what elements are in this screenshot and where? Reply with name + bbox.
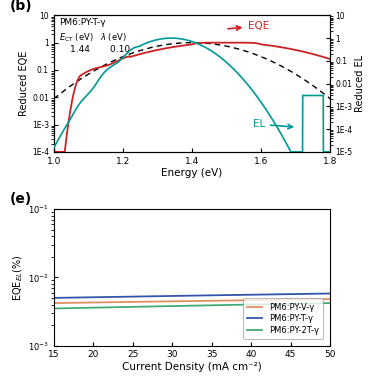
Line: PM6:PY-2T-γ: PM6:PY-2T-γ <box>54 303 330 308</box>
PM6:PY-T-γ <box>221 293 225 298</box>
Text: (e): (e) <box>10 192 32 207</box>
PM6:PY-T-γ <box>51 296 56 300</box>
PM6:PY-2T-γ <box>216 303 221 308</box>
PM6:PY-V-γ <box>215 298 220 303</box>
PM6:PY-T-γ <box>215 293 220 298</box>
Legend: PM6:PY-V-γ, PM6:PY-T-γ, PM6:PY-2T-γ: PM6:PY-V-γ, PM6:PY-T-γ, PM6:PY-2T-γ <box>243 298 323 339</box>
X-axis label: Current Density (mA cm⁻²): Current Density (mA cm⁻²) <box>122 362 262 372</box>
Y-axis label: Reduced EL: Reduced EL <box>355 55 365 112</box>
Text: (b): (b) <box>10 0 32 13</box>
PM6:PY-2T-γ <box>328 301 333 305</box>
PM6:PY-V-γ <box>51 301 56 305</box>
Line: PM6:PY-V-γ: PM6:PY-V-γ <box>54 299 330 303</box>
PM6:PY-2T-γ <box>285 301 289 306</box>
Text: PM6:PY-T-γ: PM6:PY-T-γ <box>59 18 106 27</box>
PM6:PY-T-γ <box>52 296 57 300</box>
PM6:PY-2T-γ <box>302 301 307 306</box>
PM6:PY-T-γ <box>328 291 333 296</box>
PM6:PY-2T-γ <box>51 306 56 311</box>
PM6:PY-V-γ <box>216 298 221 303</box>
Y-axis label: EQE$_{EL}$(%): EQE$_{EL}$(%) <box>12 254 25 301</box>
PM6:PY-V-γ <box>328 297 333 301</box>
PM6:PY-2T-γ <box>215 303 220 308</box>
X-axis label: Energy (eV): Energy (eV) <box>161 169 223 179</box>
PM6:PY-V-γ <box>52 301 57 305</box>
Line: PM6:PY-T-γ: PM6:PY-T-γ <box>54 293 330 298</box>
Text: $E_{\rm CT}$ (eV)   $\lambda$ (eV): $E_{\rm CT}$ (eV) $\lambda$ (eV) <box>59 32 127 44</box>
Y-axis label: Reduced EQE: Reduced EQE <box>19 51 29 116</box>
PM6:PY-T-γ <box>285 292 289 296</box>
PM6:PY-V-γ <box>285 297 289 302</box>
PM6:PY-2T-γ <box>221 303 225 307</box>
Text: EQE: EQE <box>228 21 270 31</box>
PM6:PY-T-γ <box>302 291 307 296</box>
Text: EL: EL <box>253 119 293 129</box>
PM6:PY-2T-γ <box>52 306 57 311</box>
PM6:PY-V-γ <box>221 298 225 303</box>
PM6:PY-V-γ <box>302 297 307 302</box>
PM6:PY-T-γ <box>216 293 221 298</box>
Text: 1.44       0.10: 1.44 0.10 <box>70 45 131 55</box>
